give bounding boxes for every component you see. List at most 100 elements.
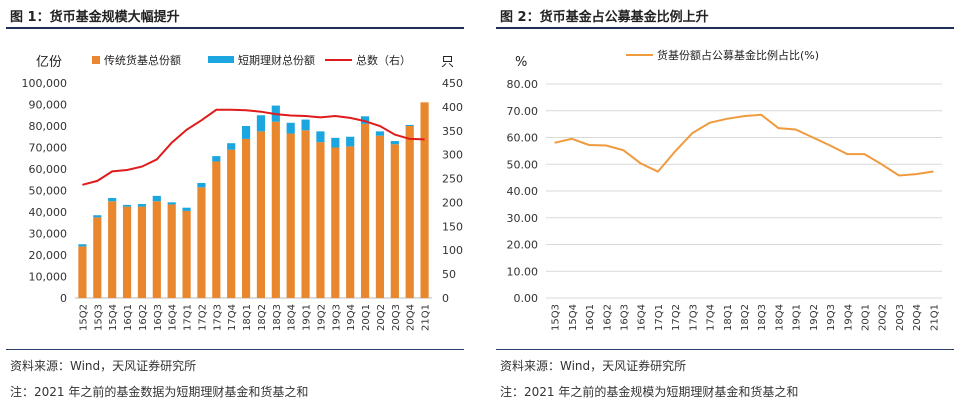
bar-fund-15Q3	[93, 217, 102, 298]
bar-fund-17Q2	[197, 187, 206, 298]
figure-2-source: 资料来源：Wind，天风证券研究所	[500, 359, 687, 373]
bar-fund-16Q3	[152, 201, 161, 298]
bar-short-18Q2	[256, 115, 266, 132]
bar-fund-19Q4	[346, 146, 355, 298]
x-tick-label: 16Q4	[637, 304, 648, 331]
x-tick-label: 19Q4	[843, 304, 854, 331]
figure-2-title: 图 2：货币基金占公募基金比例上升	[500, 10, 709, 25]
y-tick-label: 70.00	[507, 105, 539, 118]
figure-1-title: 图 1：货币基金规模大幅提升	[10, 10, 180, 25]
x-tick-label: 15Q2	[78, 304, 89, 331]
bar-short-20Q2	[375, 131, 385, 136]
x-tick-label: 17Q2	[197, 304, 208, 331]
figure-2-top-rule	[496, 27, 954, 29]
bar-short-17Q2	[197, 182, 206, 188]
x-tick-label: 19Q4	[346, 304, 357, 331]
right-tick-label: 0	[442, 292, 449, 305]
left-tick-label: 90,000	[29, 99, 68, 112]
x-tick-label: 15Q3	[551, 304, 562, 331]
figure-1-note: 注：2021 年之前的基金数据为短期理财基金和货基之和	[10, 385, 309, 399]
bar-short-18Q4	[286, 122, 295, 134]
x-tick-label: 19Q3	[331, 304, 342, 331]
bar-fund-20Q2	[375, 135, 385, 298]
x-tick-label: 17Q3	[688, 304, 699, 331]
x-tick-label: 19Q2	[809, 304, 820, 331]
left-tick-label: 70,000	[29, 142, 68, 155]
x-tick-label: 18Q3	[272, 304, 283, 331]
right-axis-unit: 只	[441, 55, 454, 70]
figure-2-chart: % 货基份额占公募基金比例占比(%) 0.00 10.00 20.00 30.00 40.0…	[507, 48, 942, 331]
x-tick-label: 16Q1	[123, 304, 134, 331]
x-tick-label: 17Q4	[227, 304, 238, 331]
x-tick-label: 15Q4	[568, 304, 579, 331]
figure-2-note: 注：2021 年之前的基金规模为短期理财基金和货基之和	[500, 385, 799, 399]
left-tick-label: 20,000	[29, 249, 68, 262]
bar-short-16Q2	[137, 204, 147, 207]
bar-short-15Q2	[78, 244, 87, 247]
y-tick-label: 80.00	[507, 78, 539, 91]
left-tick-label: 0	[60, 292, 67, 305]
figure-1-bottom-rule	[6, 349, 464, 350]
bar-short-15Q3	[93, 215, 102, 218]
x-tick-label: 20Q3	[895, 304, 906, 331]
left-tick-label: 60,000	[29, 163, 68, 176]
x-tick-label: 15Q4	[108, 304, 119, 331]
x-tick-label: 18Q4	[287, 304, 298, 331]
x-tick-label: 16Q2	[602, 304, 613, 331]
figure-1-panel: 图 1：货币基金规模大幅提升 亿份 只 传统货基总份额 短期理财总份额 总数（右） 0 10…	[0, 0, 472, 413]
x-tick-label: 18Q4	[774, 304, 785, 331]
bar-fund-15Q4	[108, 201, 117, 298]
bar-fund-18Q4	[286, 133, 295, 298]
bar-fund-19Q1	[301, 130, 310, 298]
bar-fund-16Q4	[167, 204, 176, 298]
bar-fund-18Q2	[256, 131, 266, 298]
bar-short-18Q1	[241, 126, 251, 139]
right-tick-label: 450	[442, 77, 463, 90]
x-tick-label: 20Q2	[376, 304, 387, 331]
x-tick-label: 19Q1	[302, 304, 313, 331]
x-tick-label: 15Q3	[93, 304, 104, 331]
right-tick-label: 200	[442, 196, 463, 209]
bar-short-19Q4	[346, 136, 355, 147]
bar-fund-20Q4	[405, 126, 414, 298]
bar-short-19Q1	[301, 119, 310, 131]
legend-swatch-fund	[92, 56, 100, 64]
x-tick-label: 17Q1	[183, 304, 194, 331]
x-tick-label: 20Q1	[361, 304, 372, 331]
bar-fund-17Q1	[182, 210, 191, 298]
legend-label-share: 货基份额占公募基金比例占比(%)	[657, 48, 819, 62]
right-tick-label: 100	[442, 244, 463, 257]
bar-fund-18Q1	[241, 138, 251, 298]
y-tick-label: 20.00	[507, 239, 539, 252]
x-tick-label: 20Q4	[406, 304, 417, 331]
right-tick-label: 400	[442, 101, 463, 114]
x-tick-label: 16Q3	[619, 304, 630, 331]
x-tick-label: 19Q1	[792, 304, 803, 331]
x-tick-label: 16Q2	[138, 304, 149, 331]
bar-short-17Q1	[182, 207, 191, 211]
x-tick-label: 18Q3	[757, 304, 768, 331]
bar-fund-21Q1	[420, 102, 429, 298]
bar-short-16Q3	[152, 195, 161, 202]
y-tick-label: 50.00	[507, 158, 539, 171]
bar-short-19Q2	[316, 131, 325, 143]
right-tick-label: 350	[442, 125, 463, 138]
x-tick-label: 17Q4	[706, 304, 717, 331]
x-tick-label: 17Q3	[212, 304, 223, 331]
x-tick-label: 19Q2	[316, 304, 327, 331]
bar-short-20Q4	[405, 124, 414, 126]
bar-short-20Q1	[360, 116, 370, 124]
right-tick-label: 150	[442, 220, 463, 233]
bar-fund-19Q3	[331, 147, 340, 298]
bar-fund-17Q3	[212, 161, 221, 298]
left-tick-label: 80,000	[29, 120, 68, 133]
legend-label-fund: 传统货基总份额	[104, 53, 181, 67]
legend-swatch-short	[208, 56, 234, 63]
bar-fund-16Q2	[137, 206, 147, 298]
bar-fund-20Q1	[360, 123, 370, 298]
x-tick-label: 21Q1	[421, 304, 432, 331]
bar-fund-19Q2	[316, 142, 325, 298]
x-tick-label: 20Q3	[391, 304, 402, 331]
legend-label-count: 总数（右）	[356, 53, 411, 67]
x-tick-label: 16Q4	[168, 304, 179, 331]
